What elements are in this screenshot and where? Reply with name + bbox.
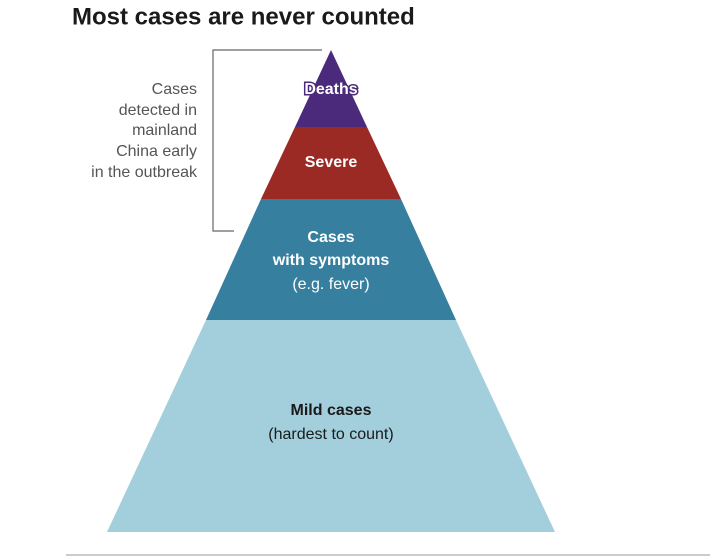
layer-label: (e.g. fever) [292, 276, 369, 293]
layer-label: with symptoms [272, 252, 390, 269]
layer-label: Severe [305, 154, 358, 171]
layer-severe [261, 127, 401, 199]
layer-label: Cases [307, 229, 354, 246]
layer-label: Mild cases [291, 402, 372, 419]
annotation-line: mainland [132, 122, 197, 139]
annotation-line: Cases [152, 81, 197, 98]
layer-symptoms [206, 199, 456, 320]
layer-mild [107, 320, 555, 532]
annotation-line: in the outbreak [91, 164, 198, 181]
layer-label: Deaths [304, 81, 357, 98]
title: Most cases are never counted [72, 3, 415, 30]
layer-label: (hardest to count) [268, 426, 393, 443]
layer-deaths [295, 50, 367, 127]
annotation-line: China early [116, 143, 197, 160]
bracket [212, 49, 322, 232]
annotation-line: detected in [119, 102, 197, 119]
